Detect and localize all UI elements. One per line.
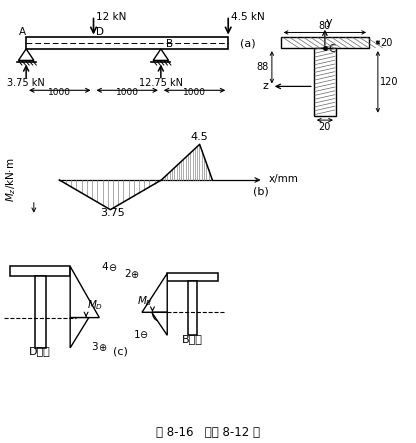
Text: 20: 20 xyxy=(380,38,392,47)
Text: 2: 2 xyxy=(124,269,131,279)
Bar xyxy=(314,48,336,116)
Bar xyxy=(281,37,369,48)
Text: (b): (b) xyxy=(253,186,269,196)
Bar xyxy=(26,37,228,49)
Text: 1000: 1000 xyxy=(48,89,71,97)
Text: $\oplus$: $\oplus$ xyxy=(98,342,107,353)
Text: 80: 80 xyxy=(319,21,331,31)
Bar xyxy=(188,281,197,335)
Text: A: A xyxy=(19,27,26,37)
Text: (c): (c) xyxy=(113,346,128,356)
Polygon shape xyxy=(70,266,99,318)
Text: (a): (a) xyxy=(240,38,256,48)
Text: D: D xyxy=(96,27,104,37)
Text: B截面: B截面 xyxy=(182,334,203,344)
Text: 12.75 kN: 12.75 kN xyxy=(139,78,183,88)
Text: B: B xyxy=(166,39,173,49)
Polygon shape xyxy=(153,49,168,60)
Text: D截面: D截面 xyxy=(29,346,51,356)
Polygon shape xyxy=(142,273,167,312)
Text: 图 8-16   例题 8-12 图: 图 8-16 例题 8-12 图 xyxy=(156,426,260,439)
Text: 20: 20 xyxy=(319,122,331,132)
Text: 4.5: 4.5 xyxy=(191,132,208,142)
Text: $\ominus$: $\ominus$ xyxy=(139,329,149,340)
Polygon shape xyxy=(152,312,167,335)
Polygon shape xyxy=(18,49,34,60)
Text: 3.75: 3.75 xyxy=(101,208,125,218)
Text: x/mm: x/mm xyxy=(268,174,298,184)
Text: 4.5 kN: 4.5 kN xyxy=(230,12,264,22)
Text: 88: 88 xyxy=(256,62,269,72)
Text: C: C xyxy=(328,43,336,54)
Text: 1000: 1000 xyxy=(183,89,206,97)
Bar xyxy=(35,276,45,348)
Text: $\ominus$: $\ominus$ xyxy=(108,261,117,272)
Text: 4: 4 xyxy=(101,262,108,272)
Text: 1000: 1000 xyxy=(116,89,139,97)
Text: $M_B$: $M_B$ xyxy=(137,295,153,308)
Polygon shape xyxy=(70,318,89,348)
Text: 3: 3 xyxy=(91,342,97,352)
Text: y: y xyxy=(326,16,333,27)
Text: 3.75 kN: 3.75 kN xyxy=(7,78,45,88)
Bar xyxy=(10,266,70,276)
Text: 12 kN: 12 kN xyxy=(97,12,127,22)
Text: z: z xyxy=(262,82,268,91)
Text: $M_z$/kN·m: $M_z$/kN·m xyxy=(4,158,18,202)
Text: $\oplus$: $\oplus$ xyxy=(130,268,139,280)
Bar xyxy=(167,273,218,281)
Text: $M_D$: $M_D$ xyxy=(87,298,104,311)
Text: 120: 120 xyxy=(380,77,399,87)
Text: 1: 1 xyxy=(134,330,141,340)
